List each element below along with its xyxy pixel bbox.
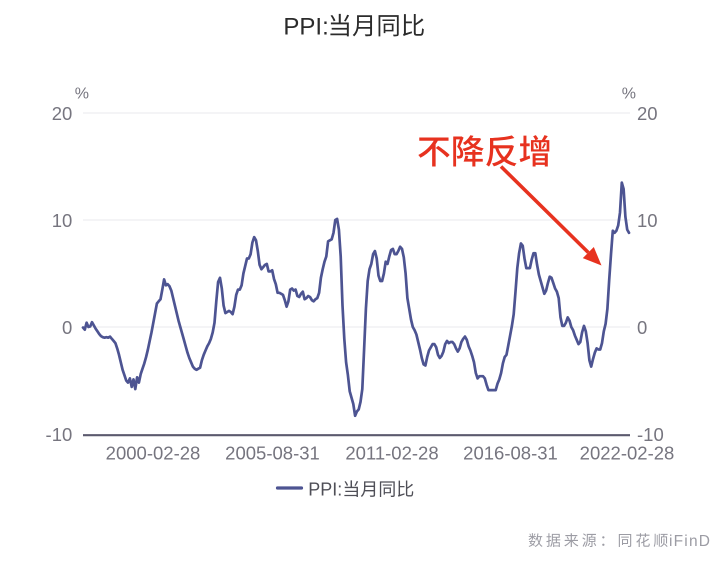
svg-text:2000-02-28: 2000-02-28 xyxy=(106,443,201,464)
svg-text:2016-08-31: 2016-08-31 xyxy=(463,443,558,464)
svg-text:2005-08-31: 2005-08-31 xyxy=(225,443,320,464)
svg-text:20: 20 xyxy=(637,103,658,124)
svg-text:0: 0 xyxy=(62,317,72,338)
svg-text:iFinD: iFinD xyxy=(669,533,711,550)
svg-text:PPI:: PPI: xyxy=(283,13,328,40)
svg-text:%: % xyxy=(75,86,89,103)
svg-text:%: % xyxy=(622,86,636,103)
svg-text:2022-02-28: 2022-02-28 xyxy=(580,443,675,464)
svg-text:10: 10 xyxy=(637,210,658,231)
svg-text:-10: -10 xyxy=(637,424,664,445)
svg-text:0: 0 xyxy=(637,317,647,338)
svg-text:20: 20 xyxy=(52,103,73,124)
svg-text:10: 10 xyxy=(52,210,73,231)
svg-text:2011-02-28: 2011-02-28 xyxy=(345,443,438,464)
svg-text:PPI:: PPI: xyxy=(308,480,342,500)
svg-text:-10: -10 xyxy=(46,424,73,445)
